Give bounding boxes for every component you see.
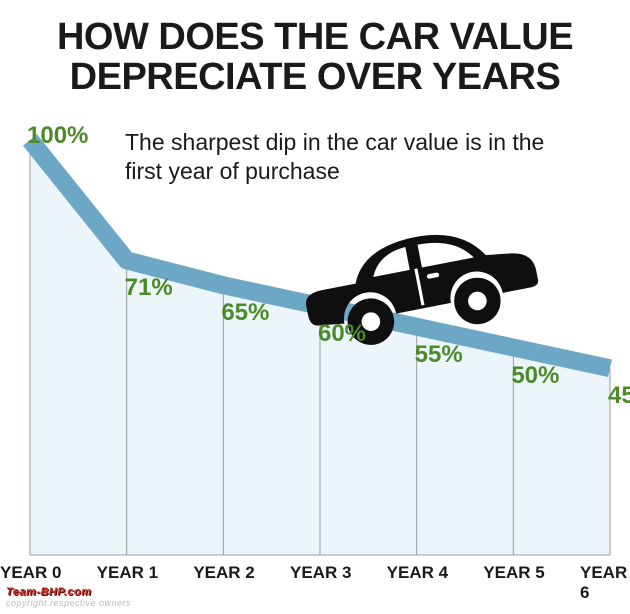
pct-label: 65%: [221, 299, 269, 327]
pct-label: 60%: [318, 320, 366, 348]
depreciation-chart: [0, 0, 630, 614]
year-label: YEAR 4: [387, 563, 448, 583]
pct-label: 71%: [125, 274, 173, 302]
pct-label: 100%: [27, 122, 88, 150]
pct-label: 55%: [415, 341, 463, 369]
watermark-sub: copyright respective owners: [6, 598, 131, 608]
watermark: Team-BHP.com copyright respective owners: [6, 586, 131, 608]
year-label: YEAR 3: [290, 563, 351, 583]
year-label: YEAR 0: [0, 563, 61, 583]
pct-label: 50%: [511, 362, 559, 390]
pct-label: 45%: [608, 382, 630, 410]
year-label: YEAR 5: [483, 563, 544, 583]
year-label: YEAR 2: [193, 563, 254, 583]
year-label: YEAR 6: [580, 563, 630, 603]
year-label: YEAR 1: [97, 563, 158, 583]
watermark-brand: Team-BHP.com: [6, 586, 91, 598]
